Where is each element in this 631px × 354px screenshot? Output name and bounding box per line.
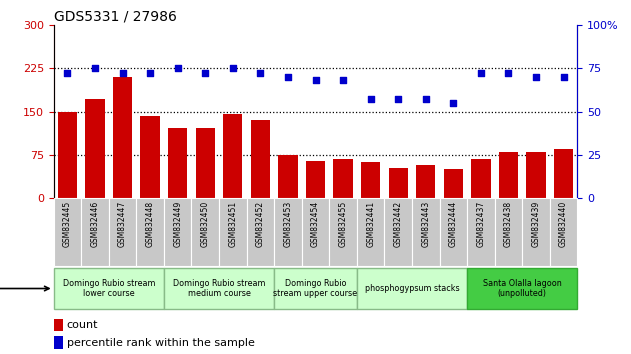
Bar: [191, 198, 219, 266]
Text: Domingo Rubio
stream upper course: Domingo Rubio stream upper course: [273, 279, 358, 298]
Point: [504, 70, 514, 76]
Text: GSM832449: GSM832449: [173, 201, 182, 247]
Bar: [471, 159, 490, 198]
Point: [90, 65, 100, 71]
Text: GSM832453: GSM832453: [283, 201, 292, 247]
Bar: [389, 168, 408, 198]
Bar: [223, 114, 242, 198]
Bar: [302, 198, 329, 266]
Point: [310, 78, 321, 83]
Point: [283, 74, 293, 80]
Text: GSM832445: GSM832445: [63, 201, 72, 247]
Bar: [550, 198, 577, 266]
Text: GSM832455: GSM832455: [339, 201, 348, 247]
Text: GSM832450: GSM832450: [201, 201, 209, 247]
Bar: [526, 152, 546, 198]
Text: GDS5331 / 27986: GDS5331 / 27986: [54, 10, 177, 24]
Bar: [467, 268, 577, 309]
Bar: [136, 198, 164, 266]
Point: [421, 97, 431, 102]
Bar: [247, 198, 274, 266]
Text: Santa Olalla lagoon
(unpolluted): Santa Olalla lagoon (unpolluted): [483, 279, 562, 298]
Bar: [357, 268, 467, 309]
Bar: [109, 198, 136, 266]
Point: [531, 74, 541, 80]
Text: GSM832448: GSM832448: [146, 201, 155, 247]
Point: [476, 70, 486, 76]
Text: GSM832452: GSM832452: [256, 201, 265, 247]
Bar: [440, 198, 467, 266]
Bar: [306, 161, 325, 198]
Bar: [54, 336, 63, 349]
Text: other: other: [0, 284, 49, 293]
Bar: [54, 198, 81, 266]
Bar: [412, 198, 440, 266]
Text: phosphogypsum stacks: phosphogypsum stacks: [365, 284, 459, 293]
Point: [200, 70, 210, 76]
Bar: [384, 198, 412, 266]
Text: GSM832446: GSM832446: [90, 201, 100, 247]
Bar: [495, 198, 522, 266]
Text: GSM832451: GSM832451: [228, 201, 237, 247]
Text: GSM832438: GSM832438: [504, 201, 513, 247]
Bar: [467, 198, 495, 266]
Point: [145, 70, 155, 76]
Bar: [251, 120, 270, 198]
Point: [365, 97, 375, 102]
Bar: [54, 319, 63, 331]
Text: GSM832447: GSM832447: [118, 201, 127, 247]
Text: Domingo Rubio stream
lower course: Domingo Rubio stream lower course: [62, 279, 155, 298]
Text: GSM832439: GSM832439: [531, 201, 541, 247]
Bar: [554, 149, 573, 198]
Point: [338, 78, 348, 83]
Bar: [416, 165, 435, 198]
Bar: [168, 128, 187, 198]
Text: GSM832454: GSM832454: [311, 201, 320, 247]
Text: GSM832443: GSM832443: [422, 201, 430, 247]
Point: [62, 70, 73, 76]
Point: [558, 74, 569, 80]
Point: [173, 65, 183, 71]
Text: percentile rank within the sample: percentile rank within the sample: [67, 338, 254, 348]
Bar: [113, 77, 132, 198]
Text: GSM832440: GSM832440: [559, 201, 568, 247]
Text: GSM832441: GSM832441: [366, 201, 375, 247]
Text: GSM832437: GSM832437: [476, 201, 485, 247]
Bar: [357, 198, 384, 266]
Bar: [278, 155, 298, 198]
Text: GSM832444: GSM832444: [449, 201, 458, 247]
Bar: [333, 159, 353, 198]
Text: count: count: [67, 320, 98, 330]
Bar: [164, 198, 191, 266]
Bar: [164, 268, 274, 309]
Bar: [522, 198, 550, 266]
Bar: [444, 169, 463, 198]
Bar: [85, 99, 105, 198]
Text: Domingo Rubio stream
medium course: Domingo Rubio stream medium course: [173, 279, 265, 298]
Bar: [498, 152, 518, 198]
Bar: [361, 162, 380, 198]
Bar: [219, 198, 247, 266]
Point: [448, 100, 458, 106]
Bar: [274, 198, 302, 266]
Point: [228, 65, 238, 71]
Bar: [196, 128, 215, 198]
Point: [256, 70, 266, 76]
Point: [117, 70, 127, 76]
Bar: [141, 115, 160, 198]
Bar: [274, 268, 357, 309]
Bar: [81, 198, 109, 266]
Bar: [329, 198, 357, 266]
Bar: [58, 112, 77, 198]
Bar: [54, 268, 164, 309]
Text: GSM832442: GSM832442: [394, 201, 403, 247]
Point: [393, 97, 403, 102]
